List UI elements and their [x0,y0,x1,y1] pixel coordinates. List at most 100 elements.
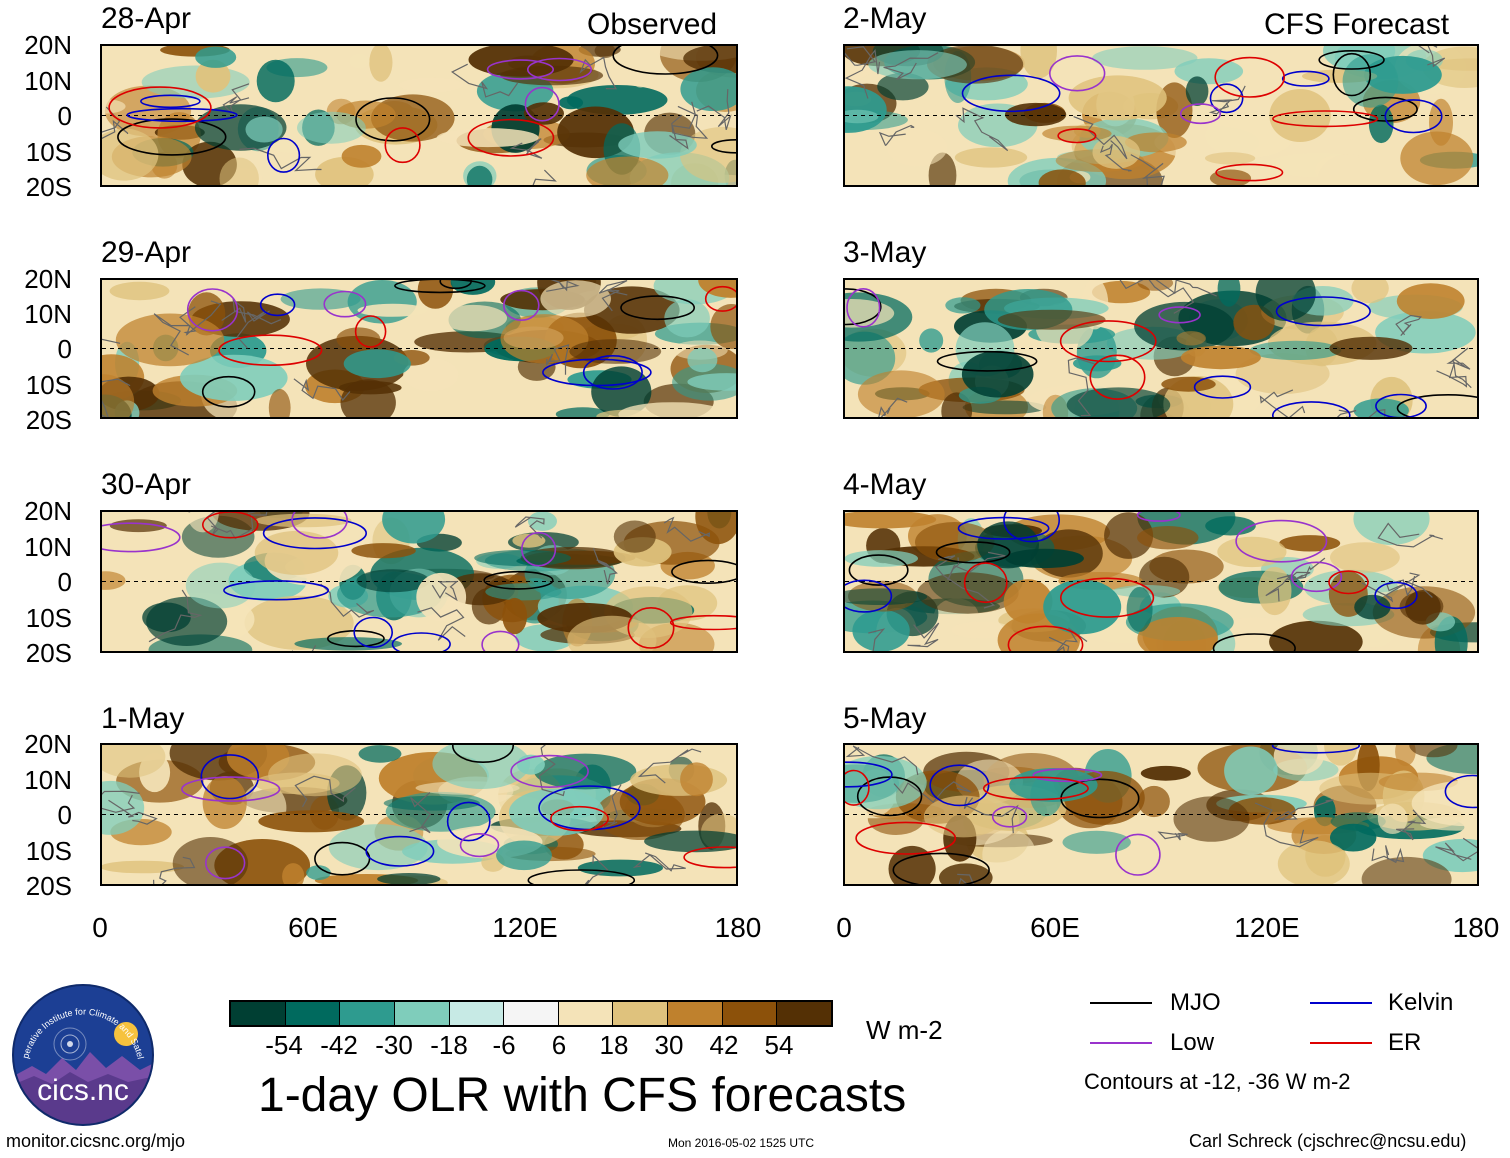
anomaly-blob [102,99,126,114]
footer-timestamp: Mon 2016-05-02 1525 UTC [668,1136,815,1150]
coastline [546,280,580,292]
anomaly-blob [398,77,464,93]
contour-low [502,289,540,321]
lat-tick: 0 [57,567,72,597]
contour-kelvin [1375,393,1427,417]
contour-er [384,127,421,164]
colorbar-tick: 6 [551,1030,567,1060]
lon-tick: 0 [836,912,852,943]
contour-mjo [892,852,990,884]
colorbar-tick: -18 [430,1030,468,1060]
anomaly-field [102,280,736,417]
coastline [1336,409,1357,417]
coastline [598,280,628,312]
map-panel-obs-1 [100,44,738,187]
anomaly-blob [857,370,945,417]
coastline [878,397,908,417]
anomaly-blob [845,756,927,810]
lat-tick: 10N [24,765,72,795]
coastline [601,784,622,830]
contour-low [323,290,367,318]
coastline [845,745,919,776]
contour-mjo [527,869,636,884]
contour-mjo [1396,394,1477,417]
anomaly-blob [1009,768,1098,802]
contour-note: Contours at -12, -36 W m-2 [1084,1069,1351,1094]
anomaly-blob [1125,132,1187,153]
lon-tick: 180 [1452,912,1500,943]
anomaly-blob [219,157,259,185]
anomaly-blob [1174,58,1244,85]
contour-kelvin [446,801,491,842]
contour-er [354,315,387,348]
contour-low [486,59,555,80]
contour-low [524,86,560,122]
contour-kelvin [845,579,893,613]
anomaly-blob [1137,526,1199,550]
contour-kelvin [223,580,330,601]
contour-er [1328,570,1369,595]
coastline [1099,143,1132,172]
anomaly-blob [1137,280,1174,291]
contour-er [202,512,259,539]
anomaly-blob [868,50,967,80]
map-panel-fc-2 [843,278,1479,419]
anomaly-blob [577,859,663,877]
contour-kelvin [1209,83,1244,114]
anomaly-blob [626,46,655,88]
anomaly-blob [1317,154,1380,185]
contour-mjo [452,745,514,763]
coastline [893,781,972,804]
anomaly-blob [349,53,370,69]
coastline [431,580,459,602]
colorbar-tick: 54 [764,1030,794,1060]
contour-kelvin [267,137,301,173]
anomaly-blob [961,350,1034,398]
anomaly-blob [1353,512,1430,545]
coastline [1265,574,1297,602]
contour-kelvin [365,835,435,867]
anomaly-field [845,512,1477,651]
panel-label-obs-3: 30-Apr [101,468,192,501]
anomaly-blob [417,280,454,309]
anomaly-field [102,745,736,884]
coastline [1361,572,1421,603]
coastline [188,512,219,536]
map-panel-obs-4 [100,743,738,886]
contour-er [218,334,323,366]
contour-mjo [711,139,736,154]
anomaly-blob [591,366,652,417]
lon-tick: 180 [714,912,762,943]
contour-er [1057,128,1097,144]
contour-kelvin [1003,512,1060,543]
anomaly-blob [997,309,1106,330]
anomaly-blob [1249,340,1342,360]
anomaly-blob [1368,104,1394,144]
contour-mjo [1352,96,1418,122]
anomaly-blob [618,402,728,417]
panel-label-fc-4: 5-May [843,702,927,735]
contour-low [1049,55,1106,92]
contour-low [1179,103,1222,125]
anomaly-blob [1005,102,1067,127]
contour-er [467,118,555,157]
anomaly-blob [382,512,446,544]
anomaly-blob [102,780,145,835]
contour-low [291,512,348,539]
anomaly-blob [919,328,944,353]
contour-er [550,805,609,832]
coastline [1259,389,1306,417]
anomaly-blob [1062,830,1131,854]
anomaly-blob [1377,803,1408,834]
contour-mjo [935,541,1011,564]
contour-er [1214,56,1286,98]
colorbar-swatch [558,1002,614,1025]
coastline [957,873,974,884]
coastline [592,548,618,585]
anomaly-blob [845,550,918,567]
coastline [955,107,1009,152]
colorbar-swatch [668,1002,723,1025]
anomaly-blob [1217,536,1287,568]
colorbar-swatch [340,1002,395,1025]
anomaly-blob [474,549,571,567]
